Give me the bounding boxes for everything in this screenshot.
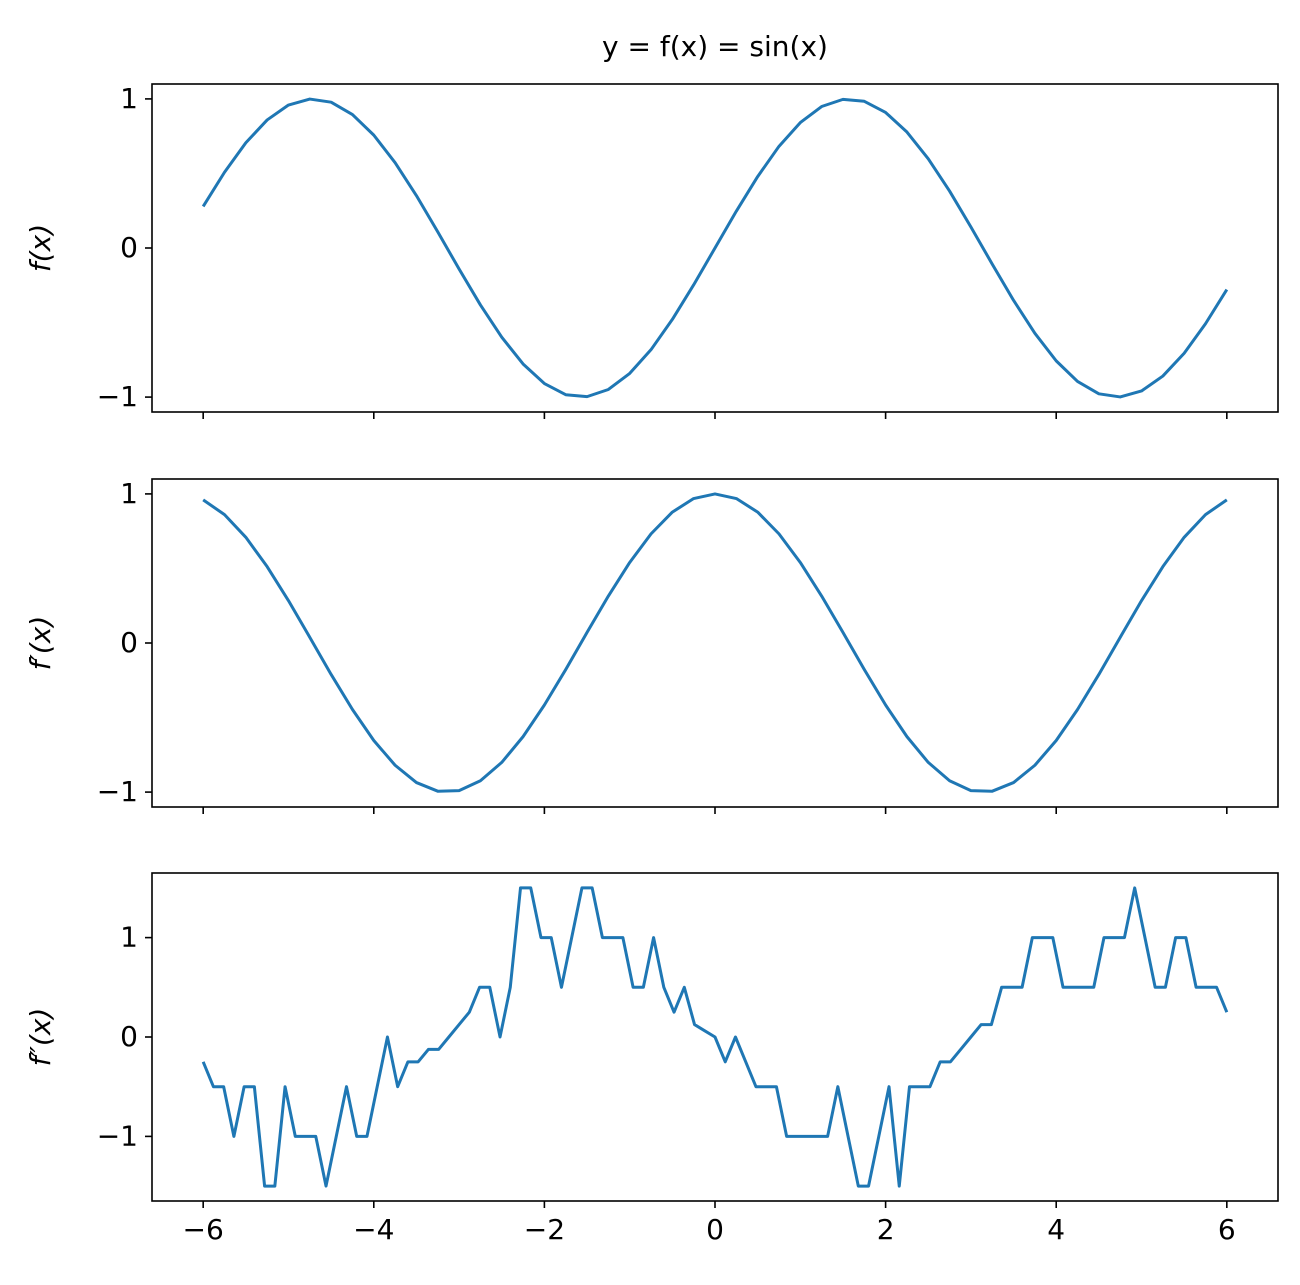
x-tick-label: 0	[706, 1213, 724, 1246]
y-axis-label: f′(x)	[24, 616, 57, 671]
plot-frame	[151, 872, 1279, 1202]
plot-frame	[151, 83, 1279, 413]
x-tick-label: −2	[524, 1213, 565, 1246]
y-tick-label: 0	[120, 231, 138, 264]
y-tick-label: −1	[97, 775, 138, 808]
x-tick-label: 6	[1218, 1213, 1236, 1246]
y-tick-label: 0	[120, 1020, 138, 1053]
y-axis-label: f″(x)	[24, 1008, 57, 1067]
y-tick-label: 1	[120, 82, 138, 115]
line	[201, 886, 1229, 1188]
plot-frame	[151, 478, 1279, 808]
line	[202, 492, 1228, 793]
x-tick-label: 4	[1047, 1213, 1065, 1246]
x-tick-label: 2	[877, 1213, 895, 1246]
y-tick-label: 1	[120, 477, 138, 510]
y-tick-label: −1	[97, 1119, 138, 1152]
y-tick-label: 0	[120, 626, 138, 659]
line	[201, 97, 1229, 399]
chart-title: y = f(x) = sin(x)	[602, 30, 828, 63]
y-axis-label: f(x)	[24, 224, 57, 272]
x-tick-label: −4	[353, 1213, 394, 1246]
y-tick-label: 1	[120, 921, 138, 954]
x-tick-label: −6	[183, 1213, 224, 1246]
y-tick-label: −1	[97, 380, 138, 413]
